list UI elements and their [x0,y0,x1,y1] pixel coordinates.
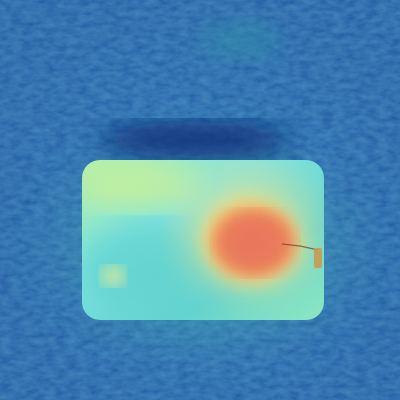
surface-crack [281,243,319,251]
object [82,160,324,320]
hot-core [217,213,293,273]
warm-spot-small [101,266,125,286]
shadow-band [100,122,290,158]
edge-notch [314,248,322,268]
background-patch [200,20,280,60]
